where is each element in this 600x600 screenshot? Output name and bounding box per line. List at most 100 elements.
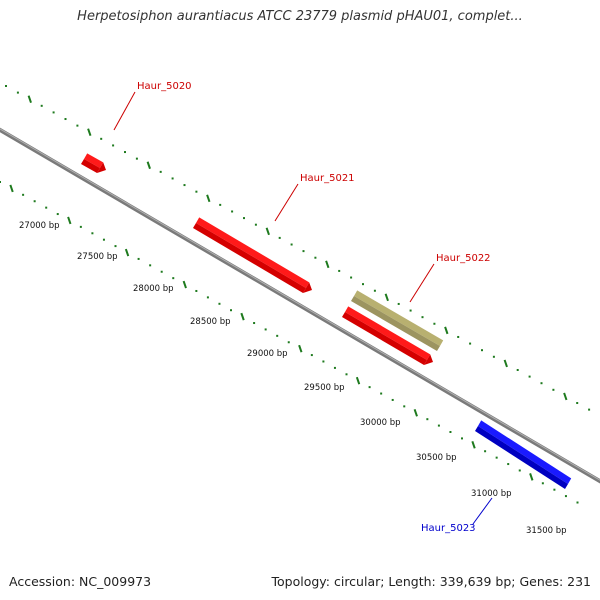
- outer-ring-minor-tick: [540, 382, 543, 385]
- inner-ring-minor-tick: [518, 469, 521, 472]
- outer-ring-minor-tick: [302, 250, 305, 253]
- gene-haur-5020[interactable]: [81, 153, 106, 173]
- gene-haur-5021-arrowhead: [303, 282, 312, 293]
- outer-ring-minor-tick: [243, 217, 245, 220]
- inner-ring-minor-tick: [114, 245, 117, 248]
- inner-ring-minor-tick: [322, 360, 325, 363]
- tick-label: 29500 bp: [304, 383, 345, 393]
- outer-ring-minor-tick: [528, 375, 531, 378]
- inner-ring-minor-tick: [576, 501, 579, 504]
- outer-ring-major-tick: [325, 260, 330, 269]
- inner-ring-minor-tick: [264, 328, 267, 331]
- outer-ring-minor-tick: [588, 408, 591, 411]
- outer-ring-minor-tick: [362, 283, 364, 286]
- outer-ring-major-tick: [206, 194, 211, 203]
- gene-haur-5022-body-side: [342, 312, 427, 365]
- gene-haur-5022-body-arrowhead: [424, 354, 433, 365]
- inner-ring-minor-tick: [276, 334, 279, 337]
- gene-rna-feature-side: [351, 296, 440, 351]
- tick-label: 28000 bp: [133, 284, 174, 294]
- outer-ring-minor-tick: [552, 388, 555, 391]
- inner-ring-major-tick: [182, 280, 187, 289]
- outer-ring-minor-tick: [171, 177, 174, 180]
- genes: [81, 153, 572, 489]
- outer-ring-minor-tick: [183, 184, 186, 187]
- outer-ring-major-tick: [503, 359, 508, 368]
- outer-ring-minor-tick: [278, 236, 281, 239]
- accession-text: Accession: NC_009973: [9, 574, 152, 589]
- inner-ring-minor-tick: [172, 277, 175, 280]
- inner-ring-minor-tick: [553, 488, 556, 491]
- gene-label-leader: [274, 183, 299, 222]
- inner-ring-major-tick: [471, 440, 476, 449]
- outer-ring-major-tick: [265, 227, 270, 236]
- gene-haur-5022-body-top: [345, 306, 431, 360]
- outer-ring-major-tick: [563, 392, 568, 401]
- inner-ring-minor-tick: [137, 257, 140, 260]
- tick-label: 31500 bp: [526, 526, 567, 536]
- outer-ring-minor-tick: [350, 276, 353, 279]
- map-title: Herpetosiphon aurantiacus ATCC 23779 pla…: [77, 9, 523, 24]
- inner-ring-minor-tick: [149, 264, 152, 267]
- outer-ring-minor-tick: [52, 111, 55, 114]
- inner-ring-minor-tick: [160, 270, 163, 273]
- inner-ring-minor-tick: [0, 181, 1, 183]
- inner-ring-minor-tick: [380, 392, 383, 395]
- gene-rna-feature-top: [354, 290, 444, 346]
- outer-ring-major-tick: [87, 128, 92, 137]
- gene-label[interactable]: Haur_5020: [137, 81, 192, 92]
- gene-label[interactable]: Haur_5023: [421, 523, 476, 534]
- inner-ring-major-tick: [9, 184, 14, 193]
- inner-ring-major-tick: [240, 312, 245, 321]
- outer-ring-minor-tick: [195, 190, 198, 193]
- outer-ring-minor-tick: [64, 118, 67, 121]
- inner-ring-minor-tick: [102, 238, 105, 241]
- outer-tick-ring: [5, 85, 591, 411]
- gene-label-leader: [409, 263, 435, 303]
- inner-ring-minor-tick: [253, 322, 256, 325]
- inner-ring-minor-tick: [333, 366, 336, 369]
- gene-haur-5020-side: [81, 159, 100, 173]
- tick-label: 27500 bp: [77, 252, 118, 262]
- inner-ring-minor-tick: [79, 225, 82, 228]
- outer-ring-minor-tick: [492, 355, 495, 358]
- outer-ring-minor-tick: [433, 322, 436, 325]
- outer-ring-minor-tick: [421, 316, 424, 319]
- gene-labels: Haur_5020 Haur_5021 Haur_5022 Haur_5023: [113, 81, 493, 534]
- inner-ring-minor-tick: [437, 424, 440, 427]
- inner-ring-minor-tick: [449, 430, 452, 433]
- inner-ring-minor-tick: [287, 341, 290, 344]
- outer-ring-minor-tick: [5, 85, 7, 87]
- inner-ring-minor-tick: [403, 405, 406, 408]
- gene-haur-5023[interactable]: [475, 420, 572, 489]
- inner-ring-major-tick: [67, 216, 72, 225]
- backbone-highlight: [0, 128, 600, 481]
- outer-ring-minor-tick: [124, 151, 126, 154]
- inner-ring-minor-tick: [33, 200, 36, 203]
- outer-ring-minor-tick: [135, 157, 138, 160]
- tick-label: 28500 bp: [190, 317, 231, 327]
- outer-ring-minor-tick: [338, 269, 341, 272]
- gene-label[interactable]: Haur_5021: [300, 173, 355, 184]
- gene-haur-5021[interactable]: [193, 217, 312, 293]
- outer-ring-minor-tick: [40, 104, 43, 107]
- outer-ring-major-tick: [27, 95, 32, 104]
- tick-label: 30500 bp: [416, 453, 457, 463]
- gene-label[interactable]: Haur_5022: [436, 253, 491, 264]
- gene-rna-feature[interactable]: [351, 290, 444, 351]
- gene-haur-5022-body[interactable]: [342, 306, 433, 365]
- gene-haur-5021-side: [193, 223, 306, 293]
- tick-labels: 27000 bp 27500 bp 28000 bp 28500 bp 29000 bp…: [19, 221, 567, 536]
- outer-ring-minor-tick: [457, 335, 460, 338]
- outer-ring-minor-tick: [397, 302, 400, 305]
- tick-label: 27000 bp: [19, 221, 60, 231]
- gene-haur-5020-top: [84, 153, 104, 168]
- backbone: [0, 127, 600, 484]
- inner-ring-minor-tick: [206, 296, 209, 299]
- inner-ring-minor-tick: [564, 495, 567, 498]
- gene-label-leader: [113, 91, 136, 131]
- tick-label: 31000 bp: [471, 489, 512, 499]
- inner-ring-minor-tick: [218, 302, 221, 305]
